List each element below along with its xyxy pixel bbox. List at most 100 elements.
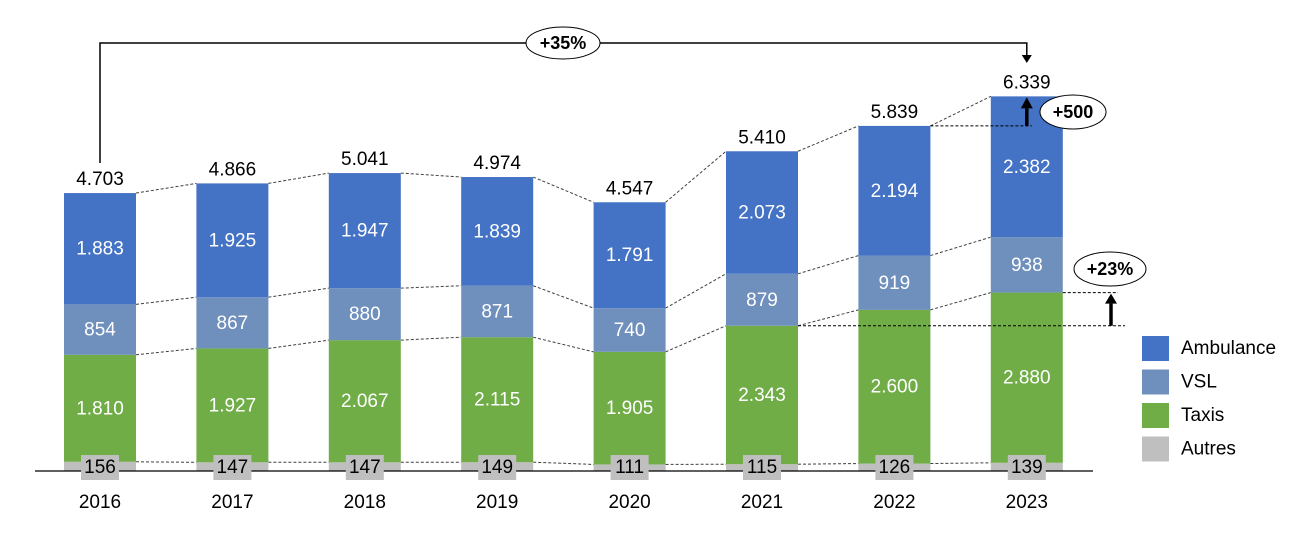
total-label: 4.547 (606, 178, 654, 199)
ambulance-value-label: 2.073 (738, 203, 786, 224)
autres-label-box (875, 455, 914, 480)
vsl-value-label: 740 (614, 320, 646, 341)
connector-line (400, 172, 462, 178)
bar-vsl-2017 (196, 297, 269, 349)
bar-taxis-2023 (990, 292, 1063, 463)
x-tick-label: 2019 (476, 492, 518, 513)
taxis-value-label: 1.905 (606, 398, 654, 419)
bar-taxis-2019 (461, 337, 534, 463)
x-tick-label: 2017 (211, 492, 253, 513)
total-label: 5.839 (871, 102, 919, 123)
increase-badge-text: +500 (1053, 102, 1094, 122)
bar-vsl-2021 (726, 273, 798, 326)
vsl-value-label: 867 (217, 313, 249, 334)
x-tick-label: 2022 (873, 492, 915, 513)
x-tick-label: 2016 (79, 492, 121, 513)
bar-ambulance-2018 (328, 173, 401, 289)
connector-lines (135, 95, 992, 465)
bracket-arrowhead (1021, 55, 1032, 63)
x-tick-label: 2018 (344, 492, 386, 513)
increase-badge (1039, 94, 1107, 130)
connector-line (797, 309, 859, 327)
connector-line (268, 339, 329, 349)
legend-swatch-taxis (1142, 403, 1169, 428)
bar-vsl-2016 (64, 304, 136, 355)
connector-line (797, 125, 859, 152)
bar-vsl-2018 (328, 288, 401, 341)
growth-badge (525, 26, 601, 60)
taxis-value-label: 2.880 (1003, 368, 1051, 389)
bar-taxis-2021 (726, 325, 798, 465)
connector-line (135, 347, 197, 356)
ambulance-value-label: 1.947 (341, 221, 389, 242)
bar-vsl-2020 (593, 308, 666, 352)
taxis-growth-badge-text: +23% (1087, 259, 1134, 279)
total-label: 6.339 (1003, 72, 1051, 93)
taxis-value-label: 1.927 (209, 395, 257, 416)
taxis-value-label: 2.343 (738, 385, 786, 406)
connector-line (268, 172, 329, 184)
connector-line (665, 273, 727, 309)
connector-line (930, 95, 992, 127)
total-label: 4.703 (76, 169, 124, 190)
autres-value-label: 126 (879, 457, 911, 478)
connector-line (665, 325, 727, 353)
connector-line (797, 463, 859, 465)
x-tick-label: 2020 (608, 492, 650, 513)
legend-label-vsl: VSL (1181, 372, 1217, 393)
taxis-increase-arrowhead (1105, 293, 1117, 304)
autres-label-box (743, 455, 781, 480)
connector-line (533, 336, 594, 353)
autres-value-label: 147 (217, 457, 249, 478)
connector-line (135, 296, 197, 305)
autres-label-box (345, 455, 384, 480)
bar-taxis-2018 (328, 340, 401, 463)
connector-line (135, 461, 197, 463)
autres-labels: 156 147 147 149 111 115 126 139 (81, 455, 1046, 480)
autres-value-label: 147 (349, 457, 381, 478)
autres-value-label: 139 (1011, 457, 1043, 478)
ambulance-value-label: 1.839 (473, 221, 521, 242)
vsl-value-label: 871 (481, 301, 513, 322)
legend-swatch-autres (1142, 436, 1169, 462)
vsl-value-label: 938 (1011, 255, 1043, 276)
connector-line (665, 150, 727, 203)
x-tick-labels: 2016 2017 2018 2019 2020 2021 2022 2023 (79, 492, 1048, 513)
taxis-value-label: 2.600 (871, 377, 919, 398)
total-label: 5.041 (341, 149, 389, 170)
bar-ambulance-2016 (64, 193, 136, 305)
total-labels: 4.703 4.866 5.041 4.974 4.547 5.410 5.839 6.339 (76, 72, 1050, 199)
increase-arrowhead (1020, 97, 1033, 109)
ambulance-value-label: 2.382 (1003, 157, 1051, 178)
x-tick-label: 2023 (1006, 492, 1048, 513)
autres-value-label: 149 (481, 457, 513, 478)
autres-label-box (81, 455, 119, 480)
autres-value-label: 156 (84, 457, 116, 478)
annotations: +35% +500 +23% (99, 26, 1147, 327)
legend-label-autres: Autres (1181, 439, 1236, 460)
bar-taxis-2016 (64, 354, 136, 462)
taxis-growth-badge (1073, 251, 1147, 287)
ambulance-value-label: 1.925 (209, 230, 257, 251)
ambulance-value-label: 1.791 (606, 245, 654, 266)
legend-swatch-vsl (1142, 369, 1169, 395)
connector-line (797, 255, 859, 275)
segment-labels: 1.810 854 1.883 1.927 867 1.925 2.067 880 1.947 2… (76, 157, 1050, 420)
autres-label-box (610, 455, 649, 480)
legend-swatch-ambulance (1142, 336, 1169, 361)
connector-line (533, 176, 594, 203)
bar-vsl-2023 (990, 237, 1063, 293)
vsl-value-label: 854 (84, 320, 116, 341)
total-label: 5.410 (738, 127, 786, 148)
bar-taxis-2017 (196, 348, 269, 463)
autres-value-label: 115 (747, 457, 777, 478)
ambulance-value-label: 2.194 (871, 181, 919, 202)
connector-line (533, 285, 594, 309)
taxis-value-label: 1.810 (76, 398, 124, 419)
connector-line (930, 236, 991, 257)
connector-line (533, 461, 594, 465)
vsl-value-label: 880 (349, 304, 381, 325)
taxis-value-label: 2.067 (341, 391, 389, 412)
bar-ambulance-2020 (593, 202, 666, 309)
